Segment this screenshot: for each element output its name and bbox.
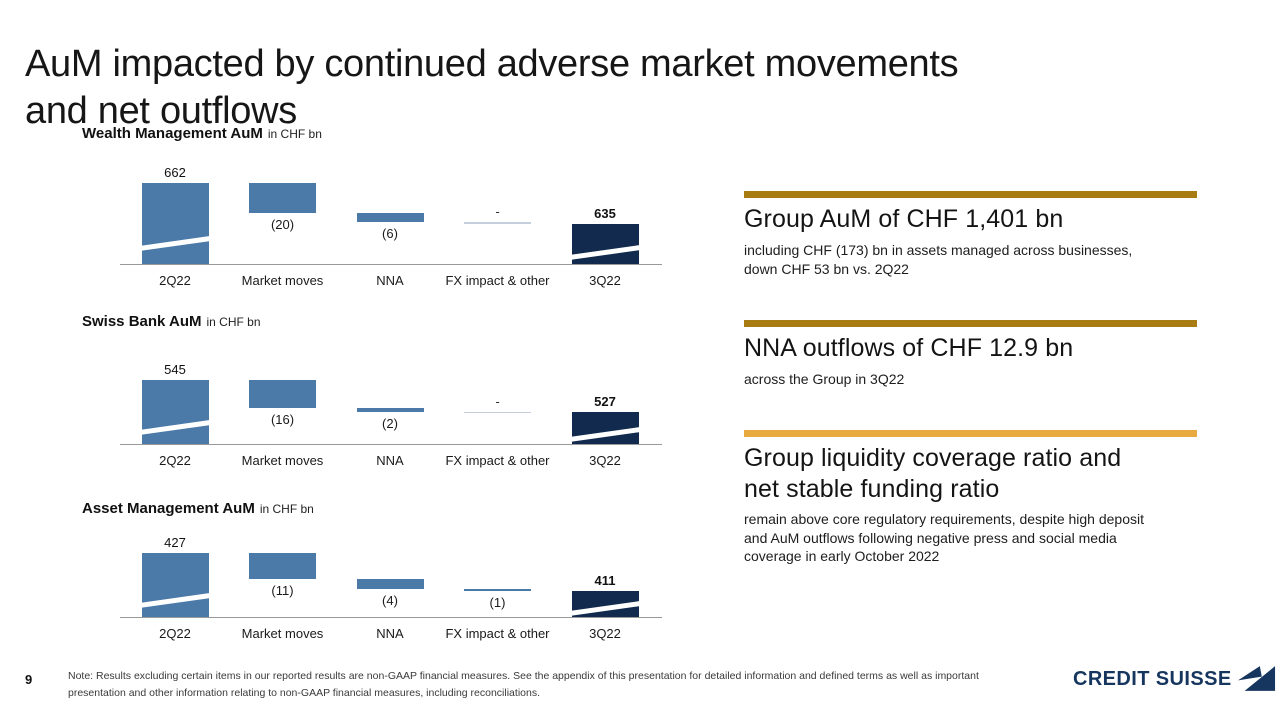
- value-label-3q22: 411: [594, 573, 616, 589]
- category-label-2q22: 2Q22: [159, 273, 191, 288]
- highlight-title: Group liquidity coverage ratio and net s…: [744, 444, 1122, 503]
- category-label-3q22: 3Q22: [589, 626, 621, 641]
- credit-suisse-logo: CREDIT SUISSE: [1073, 666, 1276, 692]
- bar-3q22: [571, 411, 639, 444]
- chart-title-text: Swiss Bank AuM: [82, 313, 202, 330]
- axis-break-slash: [571, 600, 639, 617]
- bar-market-moves: [249, 380, 316, 408]
- bar-2q22: [141, 183, 209, 264]
- value-label-fx-impact-other: -: [495, 204, 500, 219]
- category-label-fx-impact-other: FX impact & other: [445, 453, 550, 468]
- axis-break-slash: [141, 592, 209, 609]
- highlight-body: remain above core regulatory requirement…: [744, 511, 1145, 564]
- category-label-nna: NNA: [376, 273, 404, 288]
- value-label-3q22: 635: [594, 205, 616, 221]
- value-label-nna: (2): [382, 415, 398, 431]
- category-label-market-moves: Market moves: [241, 453, 324, 468]
- value-label-3q22: 527: [594, 393, 616, 409]
- chart-title-text: Asset Management AuM: [82, 500, 255, 517]
- bar-2q22: [141, 380, 209, 444]
- x-axis-line: [120, 617, 662, 618]
- highlight-liquidity-ratio: Group liquidity coverage ratio and net s…: [744, 430, 1197, 566]
- value-label-market-moves: (20): [270, 217, 295, 232]
- bar-nna: [356, 408, 424, 412]
- bar-market-moves: [249, 183, 316, 213]
- chart-unit-label: in CHF bn: [259, 502, 314, 516]
- value-label-market-moves: (11): [271, 583, 294, 599]
- x-axis-line: [120, 264, 662, 265]
- category-label-market-moves: Market moves: [241, 273, 324, 288]
- accent-bar: [744, 191, 1197, 198]
- chart-title-wealth-management: Wealth Management AuM in CHF bn: [82, 125, 322, 143]
- value-label-fx-impact-other: (1): [489, 595, 506, 611]
- chart-title-text: Wealth Management AuM: [82, 125, 263, 142]
- x-axis-line: [120, 444, 662, 445]
- footnote: Note: Results excluding certain items in…: [68, 670, 979, 699]
- category-label-market-moves: Market moves: [241, 626, 324, 641]
- highlight-group-aum: Group AuM of CHF 1,401 bn including CHF …: [744, 191, 1197, 278]
- category-label-2q22: 2Q22: [159, 626, 191, 641]
- page-number: 9: [25, 672, 33, 687]
- category-label-nna: NNA: [376, 626, 404, 641]
- chart-title-asset-management: Asset Management AuM in CHF bn: [82, 500, 314, 518]
- highlight-body: across the Group in 3Q22: [744, 371, 905, 387]
- sails-icon: [1237, 666, 1275, 691]
- value-label-nna: (4): [382, 593, 398, 608]
- category-label-nna: NNA: [376, 453, 404, 468]
- bar-2q22: [141, 553, 209, 617]
- category-label-fx-impact-other: FX impact & other: [445, 273, 550, 288]
- category-label-3q22: 3Q22: [589, 453, 621, 468]
- chart-unit-label: in CHF bn: [267, 127, 322, 141]
- chart-title-swiss-bank: Swiss Bank AuM in CHF bn: [82, 313, 261, 331]
- logo-wordmark: CREDIT SUISSE: [1073, 667, 1232, 690]
- value-label-2q22: 427: [164, 535, 186, 550]
- value-label-2q22: 662: [164, 165, 186, 180]
- highlight-nna-outflows: NNA outflows of CHF 12.9 bn across the G…: [744, 320, 1197, 389]
- category-label-fx-impact-other: FX impact & other: [445, 626, 550, 641]
- bar-3q22: [571, 591, 639, 617]
- bar-fx-impact-other: [464, 589, 531, 592]
- highlight-body: including CHF (173) bn in assets managed…: [744, 242, 1133, 277]
- highlight-title: Group AuM of CHF 1,401 bn: [744, 205, 1064, 233]
- bar-3q22: [571, 223, 639, 264]
- accent-bar: [744, 320, 1197, 327]
- value-label-fx-impact-other: -: [495, 393, 500, 409]
- highlight-title: NNA outflows of CHF 12.9 bn: [744, 334, 1074, 362]
- bar-market-moves: [249, 553, 316, 580]
- bar-nna: [356, 213, 424, 222]
- value-label-nna: (6): [382, 226, 398, 241]
- bar-nna: [356, 579, 424, 589]
- value-label-2q22: 545: [164, 362, 186, 377]
- category-label-3q22: 3Q22: [589, 273, 621, 288]
- accent-bar: [744, 430, 1197, 437]
- slide-title: AuM impacted by continued adverse market…: [25, 43, 959, 133]
- zero-bar-fx-impact-other: [464, 411, 531, 413]
- category-label-2q22: 2Q22: [159, 453, 191, 468]
- chart-unit-label: in CHF bn: [206, 315, 261, 329]
- zero-bar-fx-impact-other: [464, 222, 531, 224]
- value-label-market-moves: (16): [270, 412, 295, 427]
